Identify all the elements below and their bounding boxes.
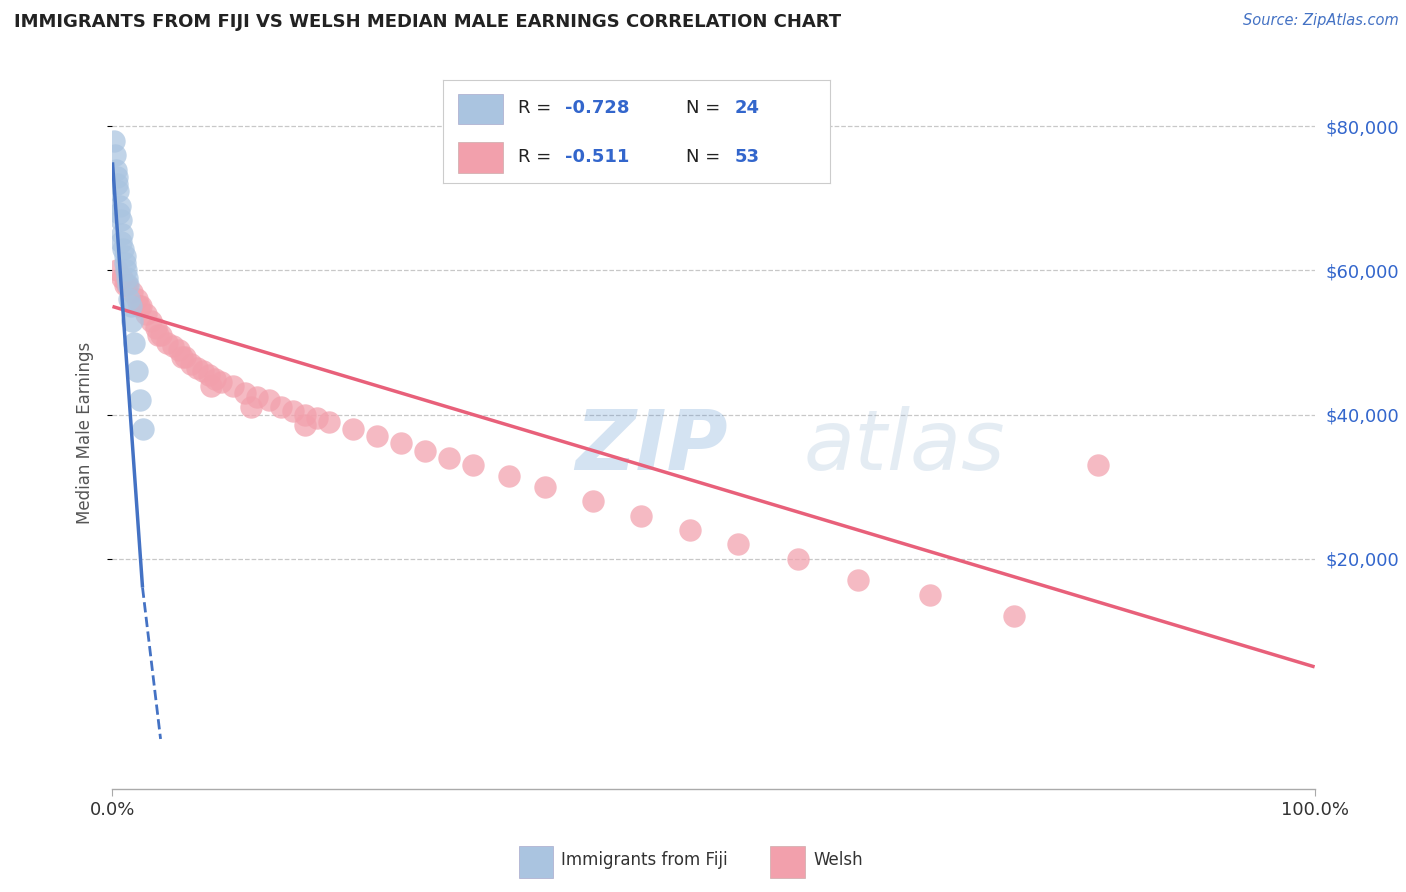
Point: [111, 270, 134, 285]
Point: [108, 206, 131, 220]
Point: [117, 277, 139, 292]
Point: [281, 404, 304, 418]
Point: [103, 134, 125, 148]
Point: [239, 401, 262, 415]
Point: [131, 300, 153, 314]
Point: [112, 242, 135, 256]
Point: [727, 537, 749, 551]
Point: [110, 235, 132, 249]
Text: -0.511: -0.511: [565, 148, 628, 166]
Point: [105, 162, 128, 177]
Point: [1002, 609, 1025, 624]
Text: atlas: atlas: [804, 407, 1005, 487]
Point: [191, 364, 214, 378]
Point: [107, 184, 129, 198]
Point: [111, 227, 134, 242]
Point: [437, 450, 460, 465]
Y-axis label: Median Male Earnings: Median Male Earnings: [76, 342, 94, 524]
FancyBboxPatch shape: [458, 142, 503, 173]
Point: [257, 393, 280, 408]
Point: [105, 169, 128, 184]
Text: Immigrants from Fiji: Immigrants from Fiji: [561, 851, 727, 870]
Point: [305, 411, 328, 425]
Point: [1087, 458, 1109, 472]
Text: 53: 53: [735, 148, 759, 166]
Point: [110, 213, 132, 227]
Text: N =: N =: [686, 148, 727, 166]
Point: [120, 300, 142, 314]
Point: [209, 375, 232, 389]
Point: [200, 378, 222, 392]
Point: [204, 371, 226, 385]
Text: N =: N =: [686, 100, 727, 118]
Point: [114, 249, 136, 263]
Point: [318, 415, 340, 429]
Point: [366, 429, 388, 443]
Point: [172, 350, 194, 364]
Point: [129, 393, 152, 408]
Point: [135, 307, 157, 321]
FancyBboxPatch shape: [458, 94, 503, 124]
Point: [128, 300, 150, 314]
Text: Welsh: Welsh: [814, 851, 863, 870]
Point: [233, 386, 256, 401]
Point: [186, 360, 208, 375]
Point: [115, 270, 138, 285]
Point: [678, 523, 700, 537]
Point: [180, 357, 202, 371]
Point: [162, 339, 184, 353]
Point: [104, 148, 127, 162]
Text: 24: 24: [735, 100, 759, 118]
Point: [270, 401, 292, 415]
Point: [149, 328, 172, 343]
Point: [222, 378, 245, 392]
Text: R =: R =: [519, 148, 557, 166]
Point: [389, 436, 412, 450]
Point: [918, 588, 941, 602]
Point: [413, 443, 436, 458]
Point: [131, 422, 153, 436]
Point: [139, 314, 162, 328]
Point: [534, 480, 557, 494]
Text: IMMIGRANTS FROM FIJI VS WELSH MEDIAN MALE EARNINGS CORRELATION CHART: IMMIGRANTS FROM FIJI VS WELSH MEDIAN MAL…: [14, 13, 841, 31]
Point: [105, 177, 128, 191]
Point: [498, 468, 520, 483]
FancyBboxPatch shape: [519, 846, 553, 878]
Point: [461, 458, 484, 472]
Point: [114, 256, 136, 270]
Point: [294, 408, 316, 422]
Point: [125, 293, 148, 307]
FancyBboxPatch shape: [770, 846, 804, 878]
Point: [582, 494, 605, 508]
Point: [108, 198, 131, 212]
Point: [294, 418, 316, 433]
Point: [173, 350, 195, 364]
Point: [114, 277, 136, 292]
Point: [118, 293, 141, 307]
Text: R =: R =: [519, 100, 557, 118]
Point: [167, 343, 190, 357]
Point: [197, 368, 219, 382]
Text: Source: ZipAtlas.com: Source: ZipAtlas.com: [1243, 13, 1399, 29]
Point: [121, 285, 143, 299]
Point: [122, 335, 145, 350]
Point: [146, 328, 169, 343]
Text: -0.728: -0.728: [565, 100, 628, 118]
Point: [246, 390, 269, 404]
Point: [342, 422, 364, 436]
Point: [114, 263, 136, 277]
Point: [630, 508, 652, 523]
Point: [125, 364, 148, 378]
Point: [846, 574, 869, 588]
Point: [105, 263, 128, 277]
Text: ZIP: ZIP: [575, 407, 728, 487]
Point: [115, 277, 138, 292]
Point: [155, 335, 177, 350]
Point: [121, 314, 143, 328]
Point: [786, 551, 808, 566]
Point: [145, 321, 167, 335]
